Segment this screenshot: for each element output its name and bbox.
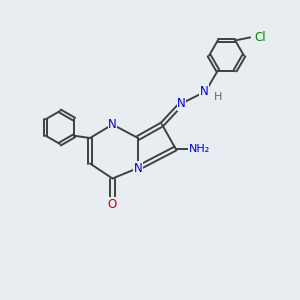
Text: N: N: [108, 118, 117, 131]
Text: N: N: [200, 85, 208, 98]
Text: O: O: [108, 197, 117, 211]
Text: H: H: [214, 92, 222, 102]
Text: NH₂: NH₂: [189, 143, 210, 154]
Text: N: N: [134, 161, 142, 175]
Text: Cl: Cl: [255, 31, 266, 44]
Text: N: N: [177, 97, 186, 110]
